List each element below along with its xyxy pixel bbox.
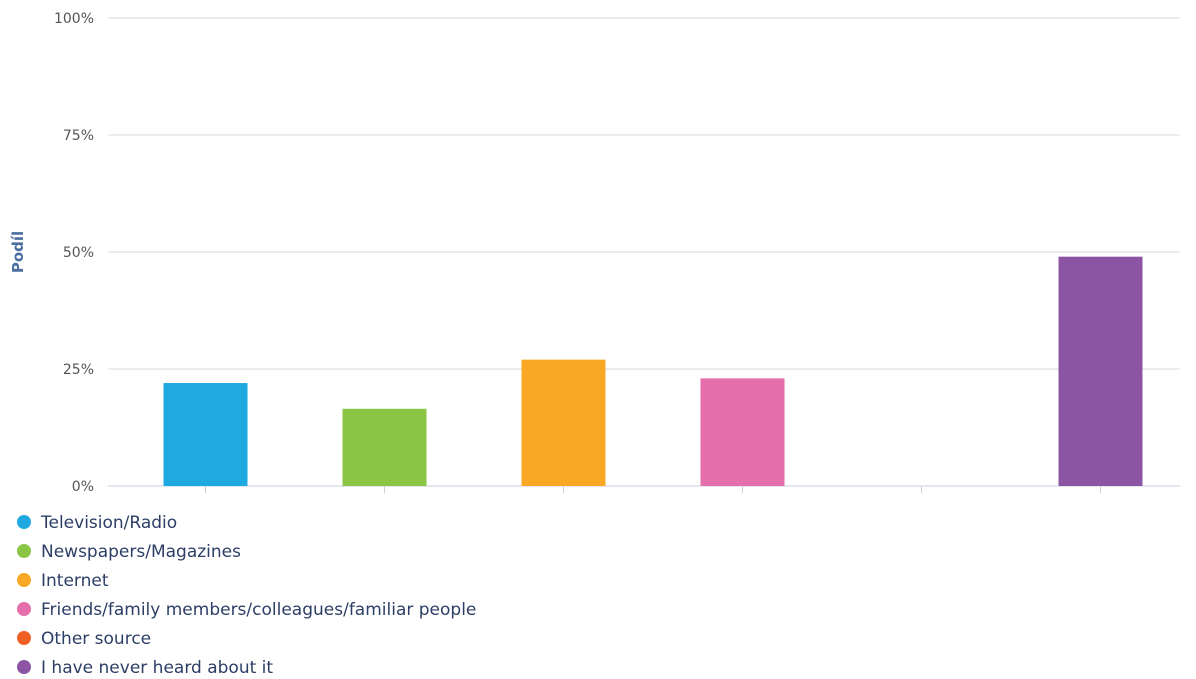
gridlines xyxy=(108,17,1180,487)
y-tick-label-25: 25% xyxy=(63,362,94,378)
x-axis xyxy=(205,486,1101,493)
legend-item-friends-family-members-colleagues-familiar-people[interactable]: Friends/family members/colleagues/famili… xyxy=(17,600,476,620)
legend: Television/Radio Newspapers/Magazines Inte… xyxy=(17,513,476,678)
y-tick-label-0: 0% xyxy=(72,479,94,495)
bars xyxy=(163,256,1143,486)
legend-label: Television/Radio xyxy=(40,513,177,533)
legend-marker xyxy=(17,631,31,645)
legend-marker xyxy=(17,573,31,587)
y-tick-label-100: 100% xyxy=(54,11,94,27)
legend-marker xyxy=(17,544,31,558)
bar-i-have-never-heard-about-it[interactable] xyxy=(1058,256,1143,486)
legend-item-television-radio[interactable]: Television/Radio xyxy=(17,513,177,533)
legend-label: Friends/family members/colleagues/famili… xyxy=(41,600,476,620)
y-axis-title: Podíl xyxy=(9,231,27,273)
bar-newspapers-magazines[interactable] xyxy=(342,408,427,486)
legend-item-internet[interactable]: Internet xyxy=(17,571,109,591)
legend-item-other-source[interactable]: Other source xyxy=(17,629,151,649)
legend-marker xyxy=(17,660,31,674)
legend-item-i-have-never-heard-about-it[interactable]: I have never heard about it xyxy=(17,658,273,678)
bar-friends-family-members-colleagues-familiar-people[interactable] xyxy=(700,378,785,486)
bar-television-radio[interactable] xyxy=(163,383,248,486)
bar-internet[interactable] xyxy=(521,359,606,486)
legend-marker xyxy=(17,515,31,529)
legend-marker xyxy=(17,602,31,616)
y-tick-label-50: 50% xyxy=(63,245,94,261)
legend-item-newspapers-magazines[interactable]: Newspapers/Magazines xyxy=(17,542,241,562)
legend-label: Internet xyxy=(41,571,109,591)
legend-label: I have never heard about it xyxy=(41,658,273,678)
legend-label: Other source xyxy=(41,629,151,649)
legend-label: Newspapers/Magazines xyxy=(41,542,241,562)
y-tick-label-75: 75% xyxy=(63,128,94,144)
y-axis-tick-labels: 0% 25% 50% 75% 100% xyxy=(54,11,94,495)
